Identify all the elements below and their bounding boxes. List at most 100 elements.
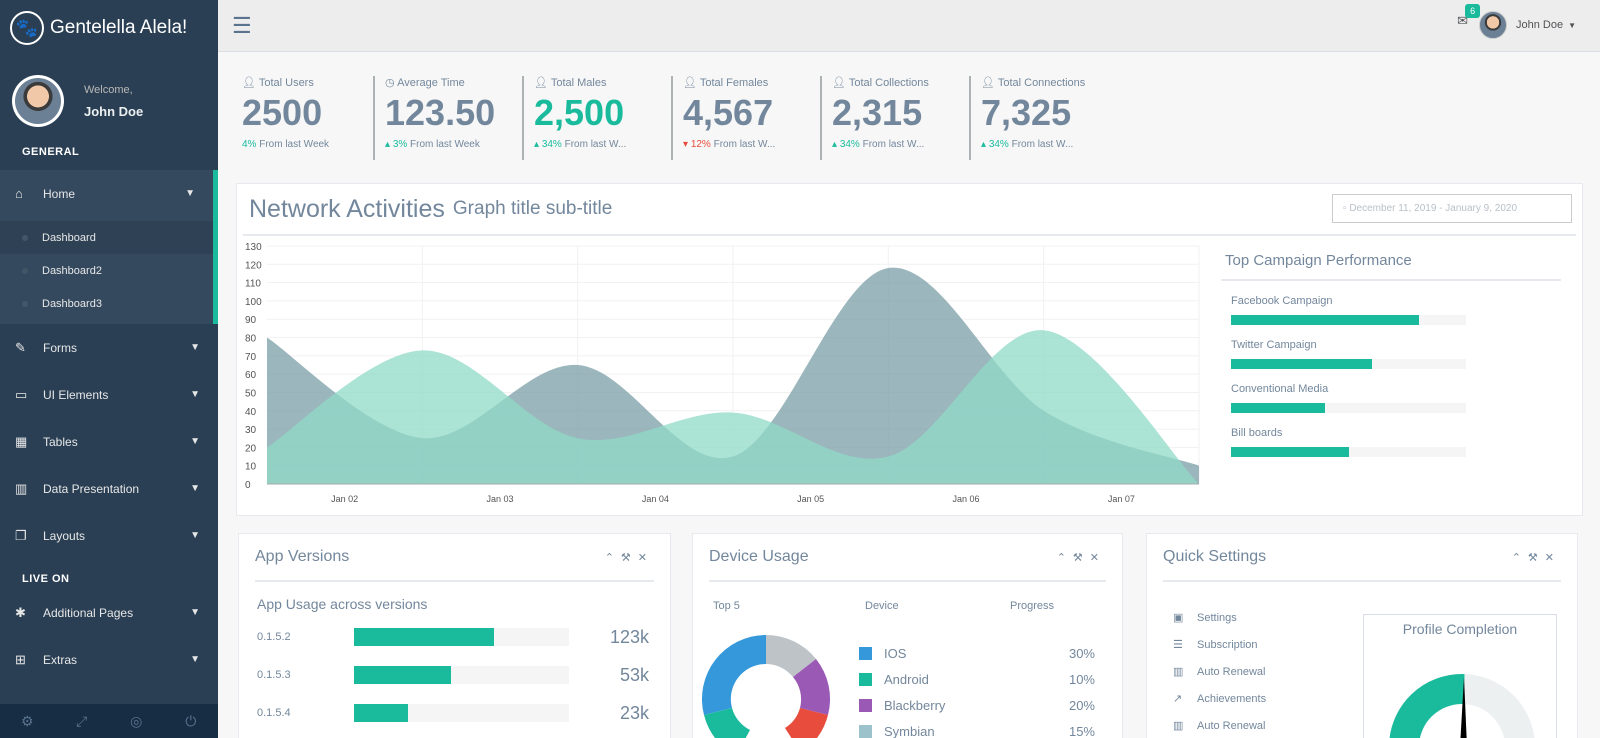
tile-label: Total Collections [848, 77, 929, 89]
tile-suffix: From last Week [256, 139, 330, 150]
tile-suffix: From last W... [859, 139, 925, 150]
user-name: John Doe [1515, 19, 1564, 31]
sidebar-item-layouts[interactable]: ❐ Layouts ▼ [0, 512, 218, 559]
device-value: 30% [1068, 645, 1095, 661]
panel-title: Quick Settings [1163, 548, 1267, 565]
close-icon[interactable]: ✕ [1544, 551, 1561, 564]
column-header-device: Device [865, 600, 899, 612]
device-legend: IOS 30% Android 10% Blackberry 20% Symbi… [859, 640, 1095, 738]
x-tick-label: Jan 03 [486, 494, 513, 504]
profile-completion-title: Profile Completion [1402, 621, 1518, 637]
quick-setting-item[interactable]: ☰ Subscription [1173, 631, 1266, 658]
settings-icon[interactable]: ⚙ [20, 713, 34, 729]
chevron-down-icon: ▼ [190, 483, 200, 494]
close-icon[interactable]: ✕ [637, 551, 654, 564]
y-tick-label: 100 [245, 297, 262, 308]
user-icon: 👤︎ [832, 77, 846, 89]
campaign-row: Conventional Media [1221, 369, 1561, 413]
quick-setting-label: Settings [1197, 611, 1237, 624]
campaign-title: Top Campaign Performance [1221, 240, 1561, 281]
device-donut-chart [701, 635, 831, 738]
logout-icon[interactable]: ⏻ [185, 713, 197, 729]
mail-badge: 6 [1465, 4, 1481, 18]
chevron-up-icon[interactable]: ⌃ [1511, 551, 1528, 564]
menu-toggle-icon[interactable]: ☰ [232, 13, 252, 38]
quick-setting-item[interactable]: ▣ Settings [1173, 604, 1266, 631]
wrench-icon[interactable]: ⚒ [1072, 551, 1090, 564]
sidebar-item-data-presentation[interactable]: ▥ Data Presentation ▼ [0, 465, 218, 512]
sidebar-item-label: Data Presentation [43, 481, 140, 496]
fullscreen-icon[interactable]: ⤢ [76, 713, 88, 729]
sidebar-subitem-dashboard2[interactable]: Dashboard2 [0, 254, 213, 287]
app-versions-panel: App Versions ⌃⚒✕ App Usage across versio… [238, 533, 671, 738]
campaign-label: Bill boards [1231, 427, 1283, 439]
sidebar-item-extras[interactable]: ⊞ Extras ▼ [0, 636, 218, 683]
date-range-picker[interactable]: ▫ December 11, 2019 - January 9, 2020 [1332, 194, 1572, 223]
paw-icon: 🐾 [10, 11, 44, 45]
legend-row: Android 10% [859, 666, 1095, 692]
bar-chart-icon: ▥ [15, 480, 28, 496]
sidebar-item-label: Layouts [43, 528, 86, 543]
lock-icon[interactable]: ◎ [130, 713, 143, 729]
tile-suffix: From last W... [561, 139, 627, 150]
avatar [12, 75, 64, 127]
donut-slice-symbian [766, 635, 816, 677]
mail-icon[interactable]: ✉ 6 [1457, 4, 1481, 29]
edit-icon: ✎ [15, 339, 26, 355]
tile-label: Total Users [258, 77, 314, 89]
sort-asc-icon: ▴ [981, 139, 989, 150]
quick-setting-item[interactable]: ▥ Auto Renewal [1173, 712, 1266, 738]
x-tick-label: Jan 05 [797, 494, 824, 504]
quick-settings-list: ▣ Settings ☰ Subscription ▥ Auto Renewal ↗ A… [1173, 604, 1266, 738]
y-tick-label: 40 [245, 407, 257, 418]
panel-subtitle: App Usage across versions [257, 596, 428, 612]
chevron-up-icon[interactable]: ⌃ [1056, 551, 1073, 564]
version-row: 0.1.5.3 53k [257, 662, 670, 688]
sidebar-item-home[interactable]: ⌂ Home ▼ [0, 170, 218, 217]
sidebar-item-label: UI Elements [43, 387, 109, 402]
welcome-text: Welcome, [84, 83, 133, 96]
tile-change: 12% [690, 139, 711, 150]
brand-name: Gentelella Alela! [50, 17, 188, 38]
sidebar-item-additional-pages[interactable]: ✱ Additional Pages ▼ [0, 589, 218, 636]
user-icon: 👤︎ [981, 77, 995, 89]
campaign-label: Twitter Campaign [1231, 339, 1317, 351]
stat-tiles: 👤︎ Total Users 2500 4% From last Week ◷ … [236, 76, 1118, 160]
sidebar-item-ui-elements[interactable]: ▭ UI Elements ▼ [0, 371, 218, 418]
sidebar-subitem-dashboard3[interactable]: Dashboard3 [0, 287, 213, 320]
wrench-icon[interactable]: ⚒ [620, 551, 638, 564]
close-icon[interactable]: ✕ [1089, 551, 1106, 564]
user-icon: 👤︎ [534, 77, 548, 89]
sidebar-item-forms[interactable]: ✎ Forms ▼ [0, 324, 218, 371]
tile-label: Average Time [397, 77, 465, 89]
profile-completion-box: Profile Completion [1363, 614, 1557, 738]
home-submenu: Dashboard Dashboard2 Dashboard3 [0, 217, 218, 324]
desktop-icon: ▭ [15, 386, 28, 402]
bar-chart-icon: ▥ [1173, 720, 1184, 732]
line-chart-icon: ↗ [1173, 693, 1183, 705]
y-tick-label: 50 [245, 388, 257, 399]
clock-icon: ◷ [385, 77, 395, 89]
quick-settings-panel: Quick Settings ⌃⚒✕ ▣ Settings ☰ Subscripti… [1146, 533, 1578, 738]
tile-suffix: From last W... [710, 139, 776, 150]
y-tick-label: 130 [245, 242, 262, 253]
quick-setting-item[interactable]: ▥ Auto Renewal [1173, 658, 1266, 685]
tile-total-users: 👤︎ Total Users 2500 4% From last Week [236, 76, 373, 160]
user-menu[interactable]: John Doe ▼ [1478, 11, 1576, 39]
tile-label: Total Males [550, 77, 607, 89]
tile-value: 4,567 [683, 92, 774, 133]
y-tick-label: 70 [245, 352, 257, 363]
quick-setting-item[interactable]: ↗ Achievements [1173, 685, 1266, 712]
legend-row: Symbian 15% [859, 718, 1095, 738]
chevron-up-icon[interactable]: ⌃ [604, 551, 621, 564]
section-title-live-on: LIVE ON [22, 573, 70, 585]
wrench-icon[interactable]: ⚒ [1527, 551, 1545, 564]
quick-setting-label: Auto Renewal [1197, 719, 1266, 732]
device-name: Symbian [884, 723, 935, 738]
sidebar-subitem-dashboard[interactable]: Dashboard [0, 221, 213, 254]
brand[interactable]: 🐾 Gentelella Alela! [0, 0, 218, 56]
version-label: 0.1.5.2 [257, 631, 291, 643]
legend-swatch [859, 672, 872, 686]
sidebar-item-tables[interactable]: ▦ Tables ▼ [0, 418, 218, 465]
chevron-down-icon: ▼ [190, 654, 200, 665]
